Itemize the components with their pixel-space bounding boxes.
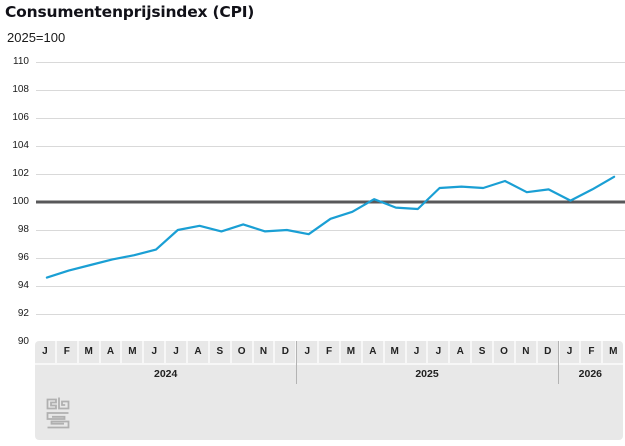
month-cell: O (232, 341, 254, 363)
month-cell: S (472, 341, 495, 363)
month-cell: J (560, 341, 582, 363)
month-cell: A (450, 341, 473, 363)
cbs-logo (45, 396, 71, 435)
month-cell: D (538, 341, 560, 363)
y-tick-label: 92 (17, 308, 29, 319)
cbs-logo-c (46, 398, 57, 410)
year-row: 2024 2025 2026 (35, 365, 623, 385)
year-label: 2024 (153, 368, 178, 380)
y-tick-label: 106 (12, 112, 29, 123)
month-cell: N (254, 341, 276, 363)
y-axis-labels: 110 108 106 104 102 100 98 96 94 92 90 (0, 0, 30, 446)
y-tick-label: 96 (17, 252, 29, 263)
y-tick-label: 104 (12, 140, 29, 151)
y-tick-label: 102 (12, 168, 29, 179)
month-cell: D (275, 341, 298, 363)
cbs-logo-s-bottom (47, 420, 70, 429)
month-cell: J (35, 341, 57, 363)
month-cell: N (516, 341, 538, 363)
month-cell: J (297, 341, 320, 363)
y-tick-label: 94 (17, 280, 29, 291)
chart-subtitle: 2025=100 (7, 30, 66, 45)
month-cell: S (210, 341, 232, 363)
month-cell: J (407, 341, 429, 363)
y-tick-label: 108 (12, 84, 29, 95)
year-label: 2026 (578, 368, 602, 380)
month-cell: J (144, 341, 167, 363)
line-chart-plot[interactable] (36, 62, 625, 342)
y-tick-label: 90 (17, 336, 29, 347)
month-cell: M (122, 341, 145, 363)
month-cell: F (57, 341, 79, 363)
month-cell: A (101, 341, 123, 363)
y-tick-label: 98 (17, 224, 29, 235)
cpi-line[interactable] (45, 175, 616, 279)
month-cell: M (79, 341, 101, 363)
month-cell: A (363, 341, 385, 363)
month-cell: M (385, 341, 407, 363)
year-separator (296, 341, 298, 384)
month-cell: F (581, 341, 604, 363)
cbs-logo-icon (46, 397, 70, 429)
cbs-logo-b (58, 397, 70, 410)
month-cell: J (166, 341, 189, 363)
month-cell: A (188, 341, 210, 363)
cbs-logo-s-top (46, 412, 69, 420)
month-cell: M (609, 346, 618, 357)
y-tick-label: 110 (13, 56, 29, 67)
year-label: 2025 (415, 368, 439, 380)
chart-title: Consumentenprijsindex (CPI) (5, 3, 255, 21)
year-separator (557, 341, 559, 384)
month-cell: J (428, 341, 451, 363)
month-cell: F (319, 341, 342, 363)
y-tick-label: 100 (12, 196, 29, 207)
month-cell: M (341, 341, 363, 363)
month-cell: O (494, 341, 516, 363)
